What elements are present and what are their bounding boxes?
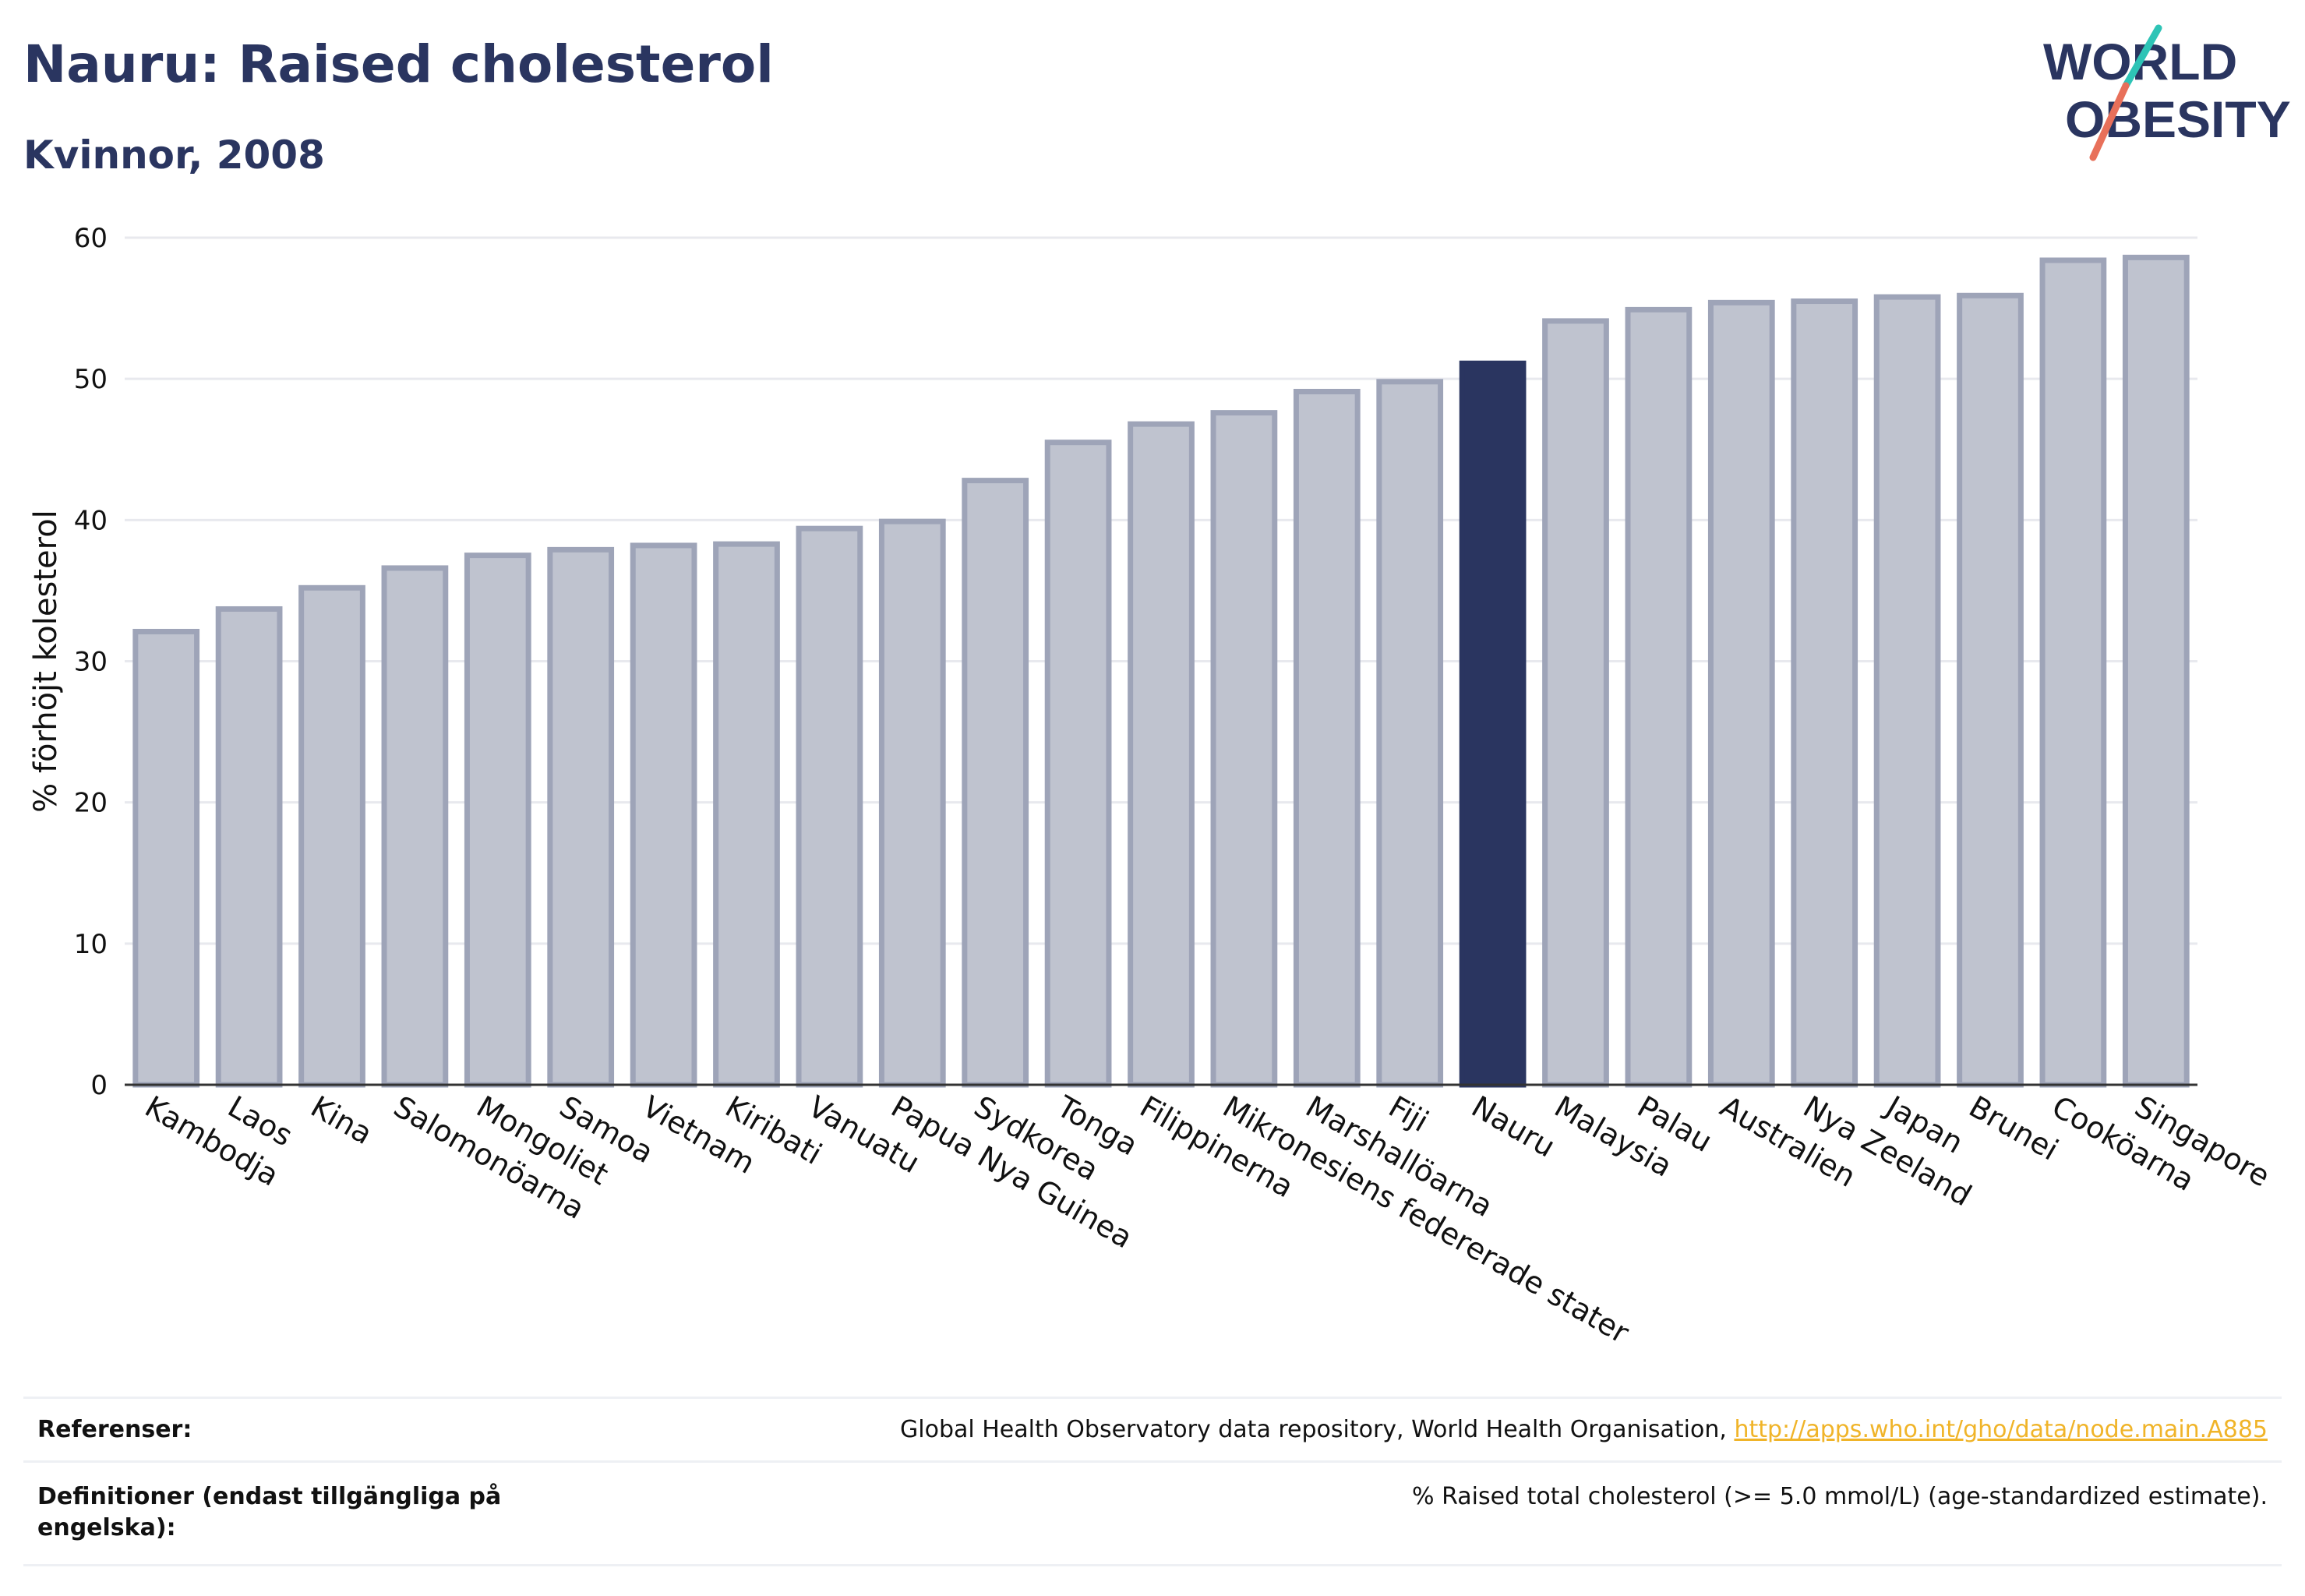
- bar: [2039, 257, 2107, 1088]
- y-tick-label: 60: [74, 223, 108, 254]
- y-tick-label: 20: [74, 788, 108, 819]
- y-axis-label: % förhöjt kolesterol: [28, 510, 64, 813]
- bar: [1542, 318, 1609, 1088]
- bar: [1044, 440, 1112, 1088]
- footer-references-row: Referenser: Global Health Observatory da…: [23, 1396, 2282, 1463]
- references-link[interactable]: http://apps.who.int/gho/data/node.main.A…: [1734, 1416, 2268, 1443]
- y-tick-label: 30: [74, 647, 108, 678]
- logo-slash-coral: [2089, 82, 2130, 161]
- bar: [878, 518, 946, 1088]
- bar: [1128, 421, 1195, 1088]
- bar: [2122, 254, 2190, 1088]
- bar: [215, 606, 283, 1088]
- bar: [1957, 292, 2024, 1088]
- bar: [1293, 388, 1361, 1088]
- bar: [1376, 379, 1444, 1088]
- bar: [796, 525, 863, 1088]
- bar: [381, 565, 449, 1088]
- y-axis-ticks: 0 10 20 30 40 50 60: [74, 223, 108, 1101]
- logo-slash-teal: [2122, 24, 2162, 90]
- y-tick-label: 10: [74, 929, 108, 960]
- x-tick-label: Nauru: [1466, 1089, 1561, 1164]
- references-label: Referenser:: [37, 1416, 192, 1443]
- definitions-label: Definitioner (endast tillgängliga på enge…: [37, 1481, 501, 1544]
- references-text: Global Health Observatory data repositor…: [900, 1416, 1735, 1443]
- y-tick-label: 40: [74, 505, 108, 536]
- bar: [713, 541, 780, 1088]
- definitions-label-line1: Definitioner (endast tillgängliga på: [37, 1483, 502, 1510]
- page-subtitle: Kvinnor, 2008: [23, 132, 325, 178]
- references-value: Global Health Observatory data repositor…: [900, 1414, 2268, 1446]
- bar: [298, 584, 365, 1088]
- bar: [132, 628, 200, 1088]
- bar: [630, 542, 697, 1088]
- definitions-value: % Raised total cholesterol (>= 5.0 mmol/…: [1412, 1483, 2268, 1510]
- y-tick-label: 50: [74, 364, 108, 395]
- bar: [1873, 294, 1941, 1088]
- world-obesity-logo: WORLD OBESITY: [2043, 24, 2291, 161]
- bars: [132, 254, 2190, 1088]
- footer-definitions-row: Definitioner (endast tillgängliga på enge…: [23, 1460, 2282, 1566]
- bar: [547, 546, 615, 1088]
- bar: [1625, 306, 1693, 1088]
- bar: [1210, 410, 1278, 1088]
- page-title: Nauru: Raised cholesterol: [23, 34, 774, 94]
- y-tick-label: 0: [90, 1070, 108, 1101]
- bar: [1791, 298, 1858, 1088]
- x-tick-label: Kina: [305, 1089, 379, 1152]
- bar-highlight: [1459, 360, 1527, 1088]
- bar: [962, 478, 1029, 1088]
- definitions-label-line2: engelska):: [37, 1514, 176, 1541]
- x-tick-label: Brunei: [1964, 1089, 2064, 1167]
- bar: [464, 553, 531, 1088]
- bar: [1707, 299, 1775, 1088]
